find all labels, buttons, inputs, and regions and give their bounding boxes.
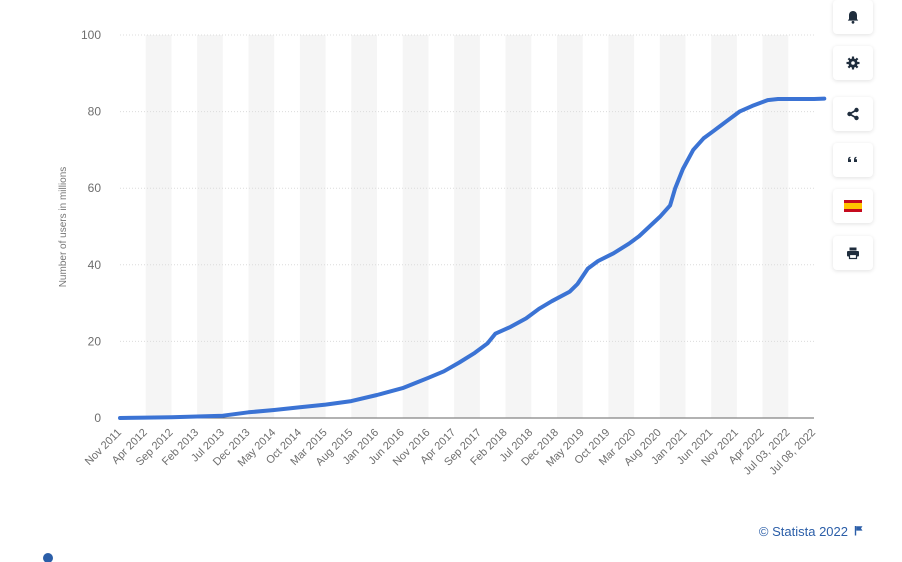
grid-band [402, 35, 429, 418]
grid-band [454, 35, 480, 418]
grid-bands [145, 35, 789, 418]
quote-icon [846, 153, 860, 167]
grid-band [145, 35, 172, 418]
grid-band [556, 35, 583, 418]
share-button[interactable] [833, 97, 873, 131]
print-button[interactable] [833, 236, 873, 270]
flag-icon[interactable] [854, 524, 864, 539]
share-icon [846, 107, 860, 121]
y-tick-label: 80 [88, 105, 102, 119]
series-line [118, 96, 827, 420]
source-credit: © Statista 2022 [759, 524, 864, 539]
grid-band [299, 35, 326, 418]
gear-icon [846, 56, 860, 70]
grid-band [762, 35, 789, 418]
grid-band [351, 35, 378, 418]
language-button[interactable] [833, 189, 873, 223]
settings-button[interactable] [833, 46, 873, 80]
side-toolbar [828, 0, 878, 300]
grid-band [711, 35, 737, 418]
grid-band [197, 35, 223, 418]
y-axis-label: Number of users in millions [58, 167, 69, 288]
y-tick-label: 60 [88, 181, 102, 195]
y-tick-label: 0 [94, 411, 101, 425]
bell-icon [846, 10, 860, 24]
info-icon [43, 553, 53, 562]
grid-band [505, 35, 532, 418]
y-tick-label: 100 [81, 28, 101, 42]
footer-partial [40, 553, 120, 562]
notification-button[interactable] [833, 0, 873, 34]
grid-band [659, 35, 686, 418]
cite-button[interactable] [833, 143, 873, 177]
spain-flag-icon [844, 200, 862, 212]
grid-band [608, 35, 635, 418]
y-axis-ticks: 0 20 40 60 80 100 [81, 28, 101, 425]
grid-band [248, 35, 275, 418]
statista-credit-link[interactable]: © Statista 2022 [758, 524, 848, 539]
printer-icon [846, 246, 860, 260]
y-tick-label: 40 [88, 258, 102, 272]
y-tick-label: 20 [88, 334, 102, 348]
